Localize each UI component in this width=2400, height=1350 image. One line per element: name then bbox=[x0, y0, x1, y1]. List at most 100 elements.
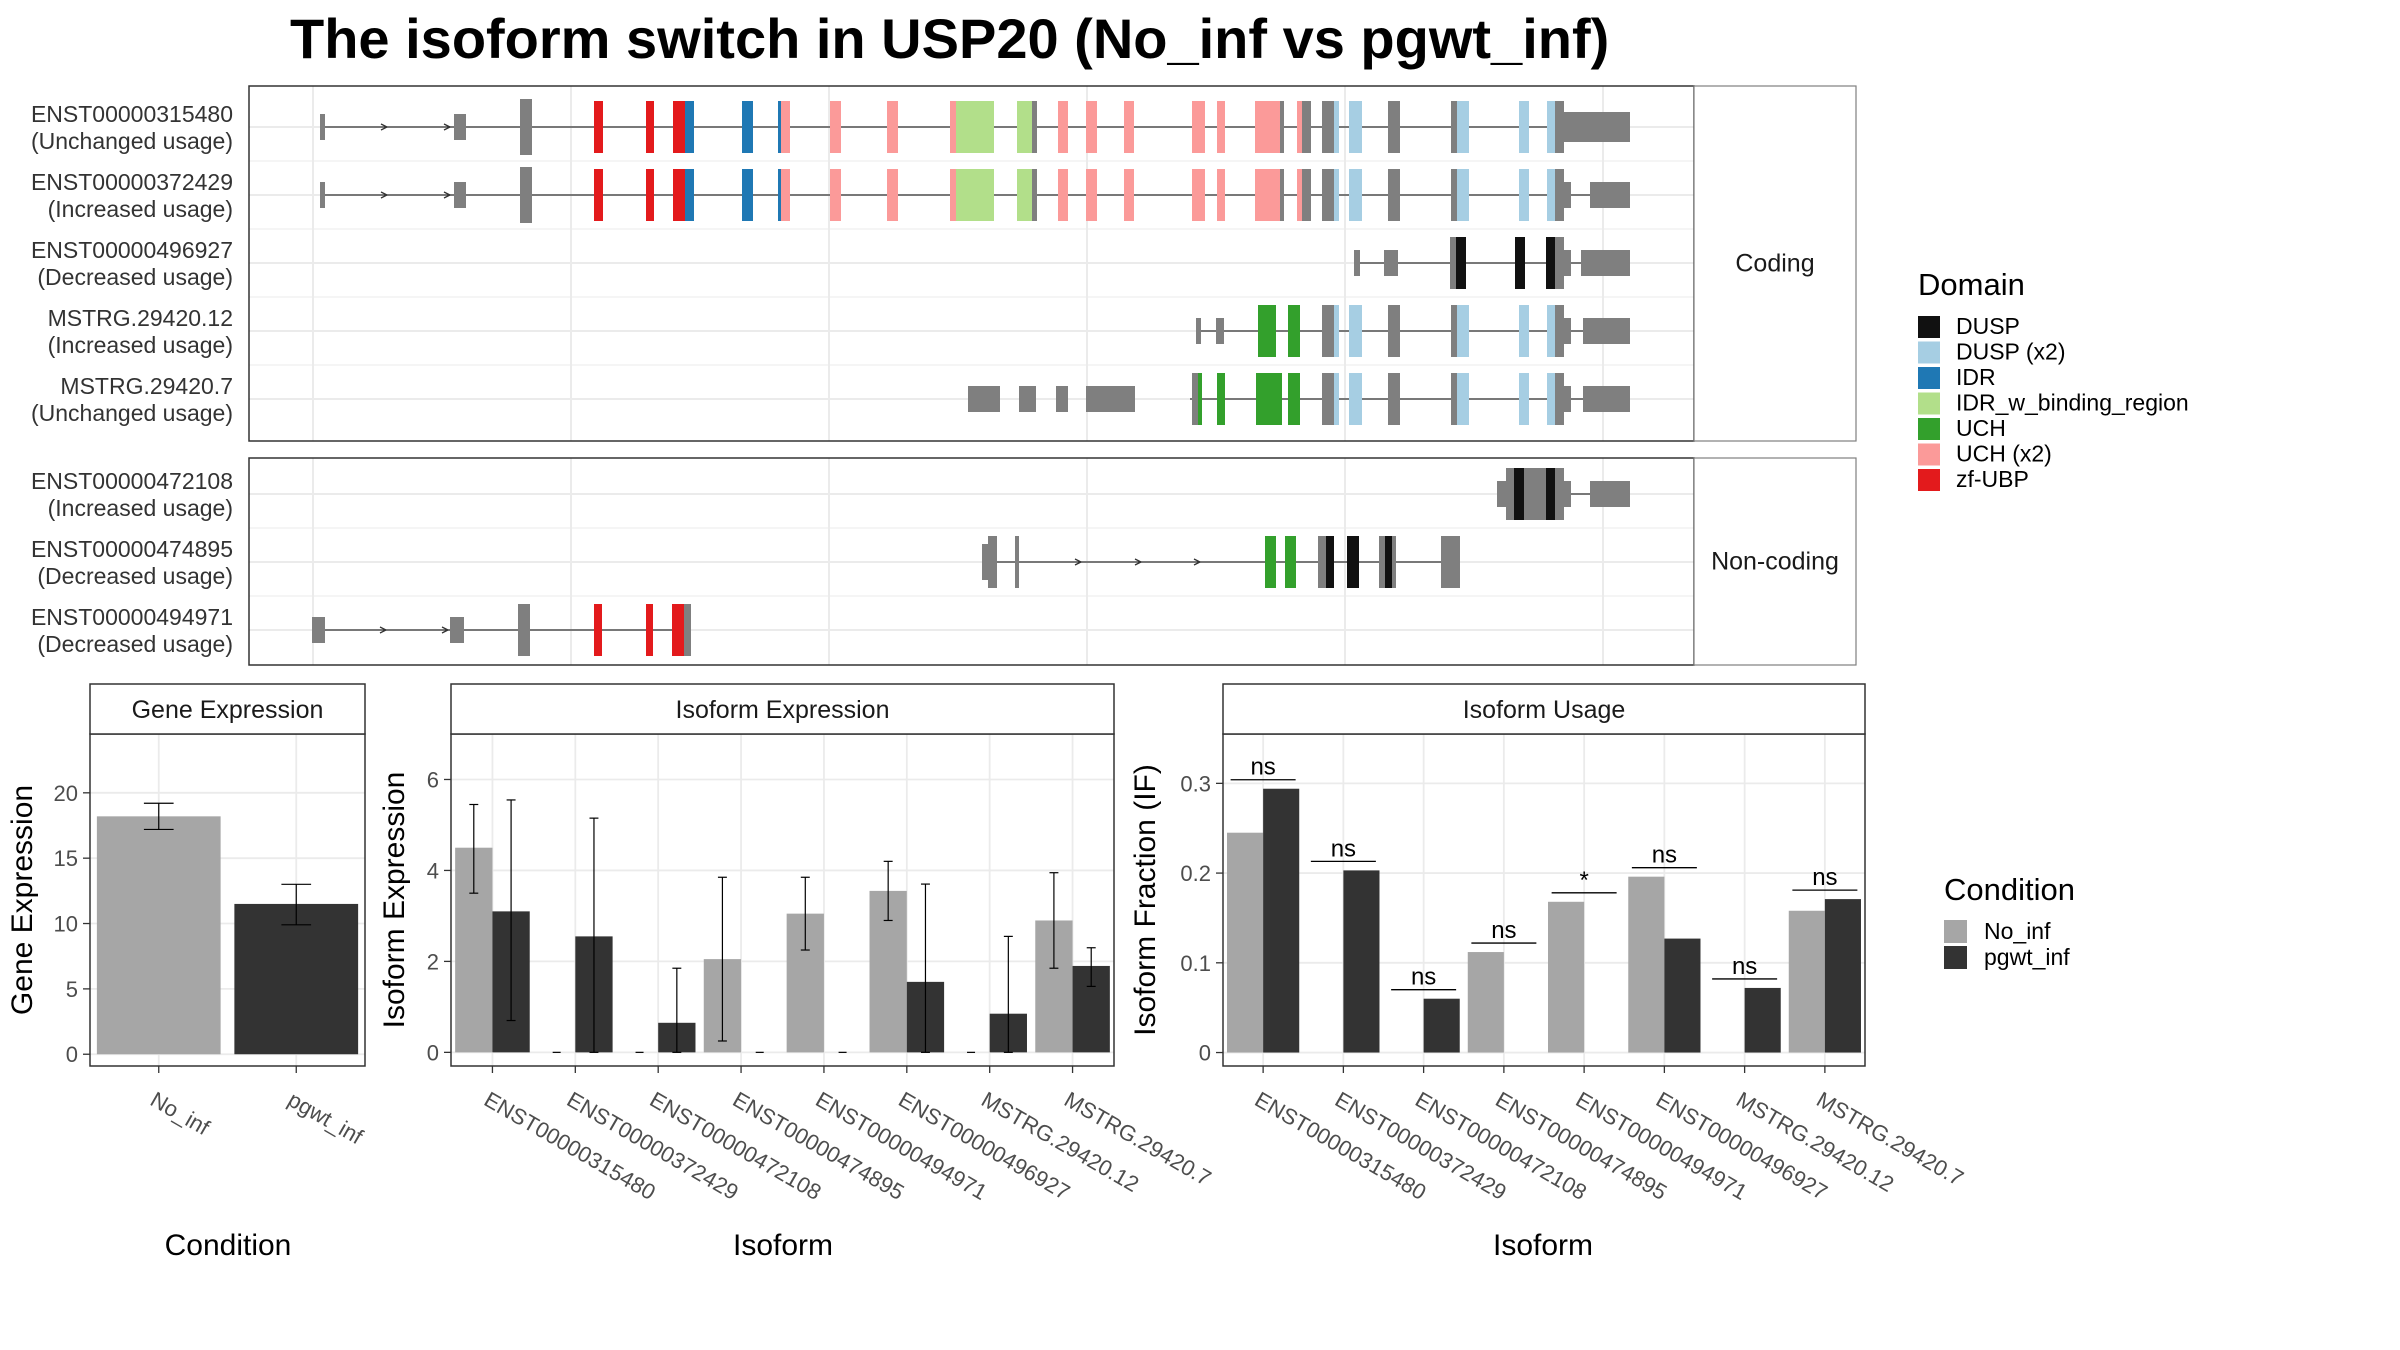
exon bbox=[1017, 101, 1032, 153]
domain-legend-key bbox=[1918, 341, 1940, 364]
panel-strip bbox=[1222, 683, 1866, 735]
exon bbox=[1334, 169, 1339, 221]
exon bbox=[1457, 373, 1469, 425]
significance-label: ns bbox=[1652, 842, 1677, 869]
y-tick-label: 2 bbox=[427, 949, 439, 974]
exon bbox=[1288, 373, 1300, 425]
exon bbox=[742, 101, 753, 153]
panel-bg bbox=[451, 734, 1114, 1066]
y-axis-title: Isoform Fraction (IF) bbox=[1129, 764, 1162, 1036]
exon bbox=[1124, 101, 1134, 153]
exon bbox=[778, 101, 781, 153]
exon bbox=[685, 101, 694, 153]
exon bbox=[1385, 536, 1392, 588]
figure-title: The isoform switch in USP20 (No_inf vs p… bbox=[290, 7, 1609, 70]
exon bbox=[1519, 373, 1529, 425]
exon bbox=[1590, 182, 1630, 208]
exon bbox=[1334, 101, 1339, 153]
exon bbox=[1583, 318, 1630, 344]
exon bbox=[781, 101, 790, 153]
exon bbox=[1450, 237, 1456, 289]
exon bbox=[1388, 373, 1400, 425]
exon bbox=[1388, 101, 1400, 153]
significance-label: ns bbox=[1812, 864, 1837, 891]
exon bbox=[1354, 250, 1360, 276]
domain-legend-label: IDR bbox=[1956, 364, 1996, 390]
domain-legend-key bbox=[1918, 392, 1940, 415]
strand-arrow bbox=[380, 191, 389, 199]
transcript-id-label: ENST00000496927 bbox=[31, 237, 233, 263]
exon bbox=[1519, 305, 1529, 357]
exon bbox=[1547, 101, 1555, 153]
domain-legend-key bbox=[1918, 469, 1940, 491]
y-tick-label: 0.3 bbox=[1180, 771, 1211, 796]
domain-legend-label: UCH bbox=[1956, 415, 2006, 441]
y-tick-label: 0.1 bbox=[1180, 951, 1211, 976]
exon bbox=[830, 169, 841, 221]
exon bbox=[1334, 373, 1339, 425]
significance-label: ns bbox=[1331, 835, 1356, 862]
exon bbox=[1032, 101, 1037, 153]
panel-strip bbox=[89, 683, 366, 735]
panel-strip bbox=[450, 683, 1115, 735]
exon bbox=[1196, 318, 1201, 344]
exon bbox=[1217, 373, 1225, 425]
condition-legend-title: Condition bbox=[1944, 872, 2075, 907]
exon bbox=[1457, 169, 1469, 221]
y-tick-label: 5 bbox=[66, 977, 78, 1002]
y-tick-label: 15 bbox=[54, 846, 78, 871]
exon bbox=[1497, 481, 1506, 507]
transcript-usage-label: (Increased usage) bbox=[48, 196, 233, 222]
exon bbox=[1515, 237, 1525, 289]
exon bbox=[1441, 536, 1460, 588]
y-tick-label: 0.2 bbox=[1180, 861, 1211, 886]
exon bbox=[950, 101, 956, 153]
exon bbox=[1280, 101, 1284, 153]
strand-arrow bbox=[441, 626, 450, 634]
exon bbox=[1265, 536, 1276, 588]
panel-title: Isoform Usage bbox=[1463, 696, 1626, 724]
exon bbox=[594, 604, 602, 656]
y-tick-label: 0 bbox=[427, 1040, 439, 1065]
exon bbox=[1547, 305, 1555, 357]
exon bbox=[1392, 536, 1396, 588]
strand-arrow bbox=[1193, 558, 1202, 566]
exon bbox=[1590, 481, 1630, 507]
significance-label: ns bbox=[1411, 964, 1436, 991]
exon bbox=[1326, 536, 1334, 588]
domain-legend-label: UCH (x2) bbox=[1956, 441, 2052, 467]
exon bbox=[646, 604, 653, 656]
exon bbox=[1555, 101, 1564, 153]
domain-legend-key bbox=[1918, 316, 1940, 338]
y-tick-label: 0 bbox=[1199, 1041, 1211, 1066]
strand-arrow bbox=[1074, 558, 1083, 566]
exon bbox=[887, 169, 898, 221]
transcript-id-label: ENST00000472108 bbox=[31, 468, 233, 494]
exon bbox=[1297, 169, 1302, 221]
exon bbox=[956, 169, 994, 221]
exon bbox=[1555, 237, 1564, 289]
exon bbox=[1256, 373, 1282, 425]
strand-arrow bbox=[1134, 558, 1143, 566]
exon bbox=[1555, 169, 1564, 221]
bar bbox=[1467, 952, 1504, 1053]
facet-strip bbox=[1693, 85, 1857, 442]
y-tick-label: 4 bbox=[427, 858, 439, 883]
exon bbox=[1564, 386, 1571, 412]
exon bbox=[1322, 169, 1334, 221]
exon bbox=[968, 386, 1000, 412]
transcript-id-label: MSTRG.29420.12 bbox=[48, 305, 233, 331]
exon bbox=[312, 617, 325, 643]
bar bbox=[234, 903, 359, 1055]
exon bbox=[518, 604, 530, 656]
exon bbox=[1255, 101, 1280, 153]
exon bbox=[1546, 237, 1555, 289]
exon bbox=[1198, 373, 1202, 425]
exon bbox=[1086, 101, 1097, 153]
exon bbox=[1388, 169, 1400, 221]
domain-legend-key bbox=[1918, 443, 1940, 466]
x-axis-title: Isoform bbox=[733, 1229, 833, 1262]
condition-legend-label: pgwt_inf bbox=[1984, 944, 2070, 970]
